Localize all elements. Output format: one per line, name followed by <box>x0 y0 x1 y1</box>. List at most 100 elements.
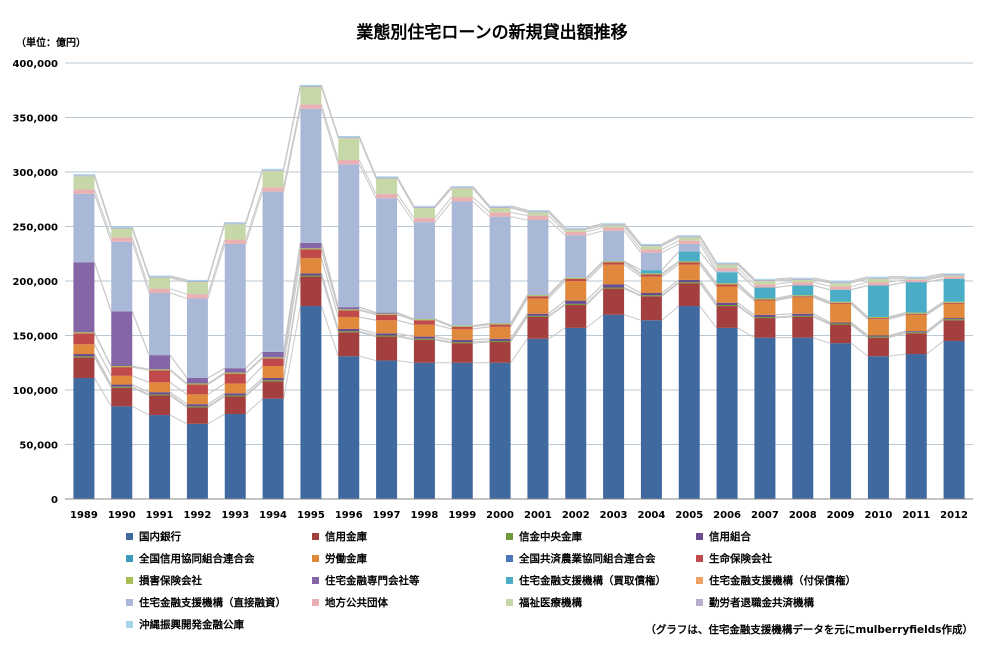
connector-line <box>586 227 604 233</box>
connector-line <box>472 188 490 209</box>
bar-segment <box>111 387 133 407</box>
bar-segment <box>186 407 208 424</box>
bar-segment <box>716 306 738 328</box>
connector-line <box>207 239 226 295</box>
bar-segment <box>640 292 662 296</box>
legend-swatch <box>696 577 703 584</box>
connector-line <box>813 295 831 304</box>
bar-segment <box>73 357 95 379</box>
connector-line <box>548 327 566 340</box>
legend-item: 勤労者退職金共済機構 <box>696 595 814 610</box>
bar-segment <box>678 251 700 262</box>
bar-segment <box>754 284 776 288</box>
bar-segment <box>603 314 625 499</box>
bar-segment <box>186 378 208 384</box>
x-tick-label: 2007 <box>751 510 779 521</box>
connector-line <box>510 294 528 324</box>
connector-line <box>926 303 944 316</box>
connector-line <box>737 282 755 299</box>
bar-segment <box>338 332 360 357</box>
connector-line <box>775 284 793 289</box>
connector-line <box>472 323 490 327</box>
bar-segment <box>943 302 965 304</box>
bar-segment <box>489 212 511 217</box>
bar-segment <box>451 187 473 189</box>
bar-segment <box>413 206 435 208</box>
bar-segment <box>943 273 965 275</box>
bar-segment <box>300 249 322 259</box>
connector-line <box>850 342 869 357</box>
legend-item: 信用組合 <box>696 529 751 544</box>
connector-line <box>93 174 112 227</box>
bar-segment <box>149 277 171 289</box>
legend-item: 信金中央金庫 <box>506 529 582 544</box>
bar-segment <box>754 279 776 281</box>
bar-segment <box>300 242 322 249</box>
connector-line <box>813 281 831 287</box>
connector-line <box>245 351 263 369</box>
connector-line <box>737 263 755 281</box>
x-tick-label: 1996 <box>335 510 363 521</box>
connector-line <box>358 159 377 195</box>
bar-segment <box>224 368 246 373</box>
connector-line <box>623 260 642 271</box>
legend-swatch <box>126 599 133 606</box>
connector-line <box>510 211 528 217</box>
bar-segment <box>376 176 398 178</box>
bar-segment <box>376 333 398 336</box>
bar-segment <box>224 222 246 224</box>
bar-segment <box>73 333 95 345</box>
bar-segment <box>754 299 776 301</box>
connector-line <box>472 338 490 341</box>
connector-line <box>396 197 415 223</box>
bar-segment <box>111 366 133 368</box>
bar-segment <box>943 278 965 302</box>
connector-line <box>93 377 112 407</box>
connector-line <box>207 243 226 299</box>
x-tick-label: 1999 <box>448 510 476 521</box>
legend-label: 住宅金融支援機構（直接融資） <box>139 597 286 609</box>
bar-segment <box>149 292 171 356</box>
connector-line <box>926 317 944 332</box>
connector-line <box>737 302 755 316</box>
legend-swatch <box>506 533 513 540</box>
connector-line <box>699 305 717 329</box>
bar-segment <box>754 281 776 285</box>
bar-segment <box>867 335 889 337</box>
connector-line <box>434 339 452 344</box>
bar-segment <box>451 342 473 344</box>
bar-segment <box>149 392 171 395</box>
bar-segment <box>451 326 473 329</box>
x-tick-label: 2002 <box>562 510 590 521</box>
bar-segment <box>716 272 738 284</box>
bar-segment <box>224 239 246 244</box>
connector-line <box>888 330 906 336</box>
bar-segment <box>300 104 322 109</box>
connector-line <box>548 277 566 296</box>
legend-item: 住宅金融支援機構（付保債権） <box>696 573 856 588</box>
connector-line <box>245 379 263 396</box>
connector-line <box>548 278 566 297</box>
bar-segment <box>376 336 398 361</box>
connector-line <box>775 281 793 285</box>
x-tick-label: 2004 <box>637 510 665 521</box>
connector-line <box>472 186 490 208</box>
connector-line <box>472 201 490 218</box>
bar-segment <box>451 339 473 343</box>
bar-segment <box>149 394 171 396</box>
bar-segment <box>603 224 625 226</box>
legend-label: 住宅金融支援機構（買取債権） <box>519 575 666 587</box>
connector-line <box>850 324 869 339</box>
bar-segment <box>451 188 473 198</box>
connector-line <box>888 332 906 339</box>
connector-line <box>623 283 642 294</box>
bar-segment <box>830 301 852 303</box>
bar-segment <box>224 383 246 394</box>
bar-segment <box>73 332 95 334</box>
connector-line <box>510 338 528 364</box>
connector-line <box>888 279 906 283</box>
connector-line <box>472 326 490 330</box>
connector-line <box>850 303 869 320</box>
connector-line <box>472 340 490 343</box>
connector-line <box>775 279 793 282</box>
